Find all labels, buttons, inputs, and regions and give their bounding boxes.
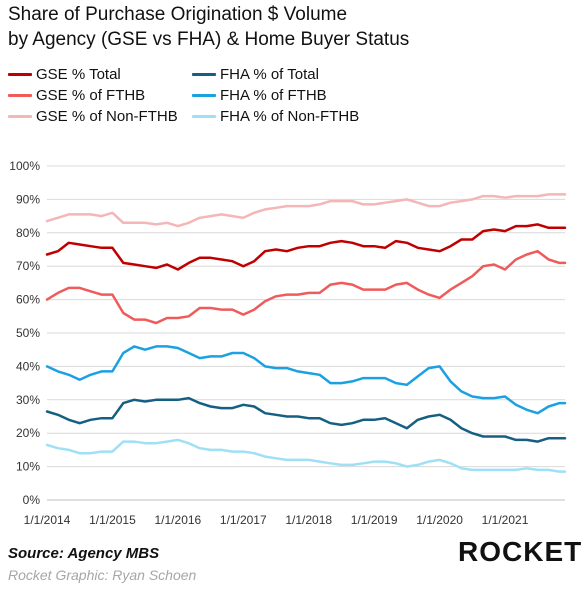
legend-item-fha-non-fthb: FHA % of Non-FTHB	[192, 106, 359, 126]
chart-title-line2: by Agency (GSE vs FHA) & Home Buyer Stat…	[8, 29, 410, 50]
legend-label-fha-non-fthb: FHA % of Non-FTHB	[220, 107, 360, 125]
legend-item-gse-non-fthb: GSE % of Non-FTHB	[8, 106, 178, 126]
y-tick-label: 10%	[16, 460, 40, 474]
source-note: Source: Agency MBS	[8, 545, 160, 562]
y-tick-label: 80%	[16, 226, 40, 240]
y-tick-label: 70%	[16, 259, 40, 273]
credit-note: Rocket Graphic: Ryan Schoen	[8, 567, 197, 583]
x-tick-label: 1/1/2021	[482, 513, 529, 527]
y-tick-label: 30%	[16, 393, 40, 407]
series-line-gse-total	[45, 223, 567, 271]
series-line-gse-of-fthb	[45, 249, 567, 325]
series-line-gse-of-non-fthb	[45, 193, 567, 228]
rocket-logo: ROCKET	[458, 536, 583, 567]
y-tick-label: 90%	[16, 192, 40, 206]
x-tick-label: 1/1/2015	[89, 513, 136, 527]
legend: GSE % Total GSE % of FTHB GSE % of Non-F…	[8, 64, 388, 128]
series-line-fha-of-non-fthb	[45, 438, 567, 473]
x-tick-label: 1/1/2016	[155, 513, 202, 527]
x-tick-label: 1/1/2017	[220, 513, 267, 527]
legend-item-gse-fthb: GSE % of FTHB	[8, 85, 145, 105]
y-tick-label: 40%	[16, 359, 40, 373]
series-line-fha-of-fthb	[45, 345, 567, 415]
legend-label-fha-fthb: FHA % of FTHB	[220, 86, 327, 104]
x-tick-label: 1/1/2019	[351, 513, 398, 527]
x-tick-label: 1/1/2018	[285, 513, 332, 527]
y-tick-label: 100%	[9, 159, 40, 173]
y-tick-label: 60%	[16, 293, 40, 307]
series-line-fha-of-total	[45, 396, 567, 443]
y-tick-label: 50%	[16, 326, 40, 340]
legend-item-fha-total: FHA % of Total	[192, 64, 319, 84]
legend-swatch-fha-non-fthb	[192, 114, 216, 118]
legend-swatch-gse-non-fthb	[8, 114, 32, 118]
y-tick-label: 20%	[16, 426, 40, 440]
legend-item-gse-total: GSE % Total	[8, 64, 121, 84]
line-chart: 0% 10% 20% 30% 40% 50% 60% 70% 80% 90% 100% 1/1/201…	[9, 159, 567, 527]
x-tick-label: 1/1/2014	[24, 513, 71, 527]
legend-swatch-fha-fthb	[192, 93, 216, 97]
legend-label-gse-fthb: GSE % of FTHB	[36, 86, 146, 104]
x-tick-label: 1/1/2020	[416, 513, 463, 527]
legend-label-gse-total: GSE % Total	[36, 65, 121, 83]
legend-label-gse-non-fthb: GSE % of Non-FTHB	[36, 107, 178, 125]
legend-label-fha-total: FHA % of Total	[220, 65, 319, 83]
legend-item-fha-fthb: FHA % of FTHB	[192, 85, 327, 105]
chart-title: Share of Purchase Origination $ Volume b…	[8, 2, 568, 52]
chart-title-line1: Share of Purchase Origination $ Volume	[8, 4, 348, 25]
legend-swatch-fha-total	[192, 72, 216, 76]
y-tick-label: 0%	[23, 493, 41, 507]
legend-swatch-gse-fthb	[8, 93, 32, 97]
legend-swatch-gse-total	[8, 72, 32, 76]
